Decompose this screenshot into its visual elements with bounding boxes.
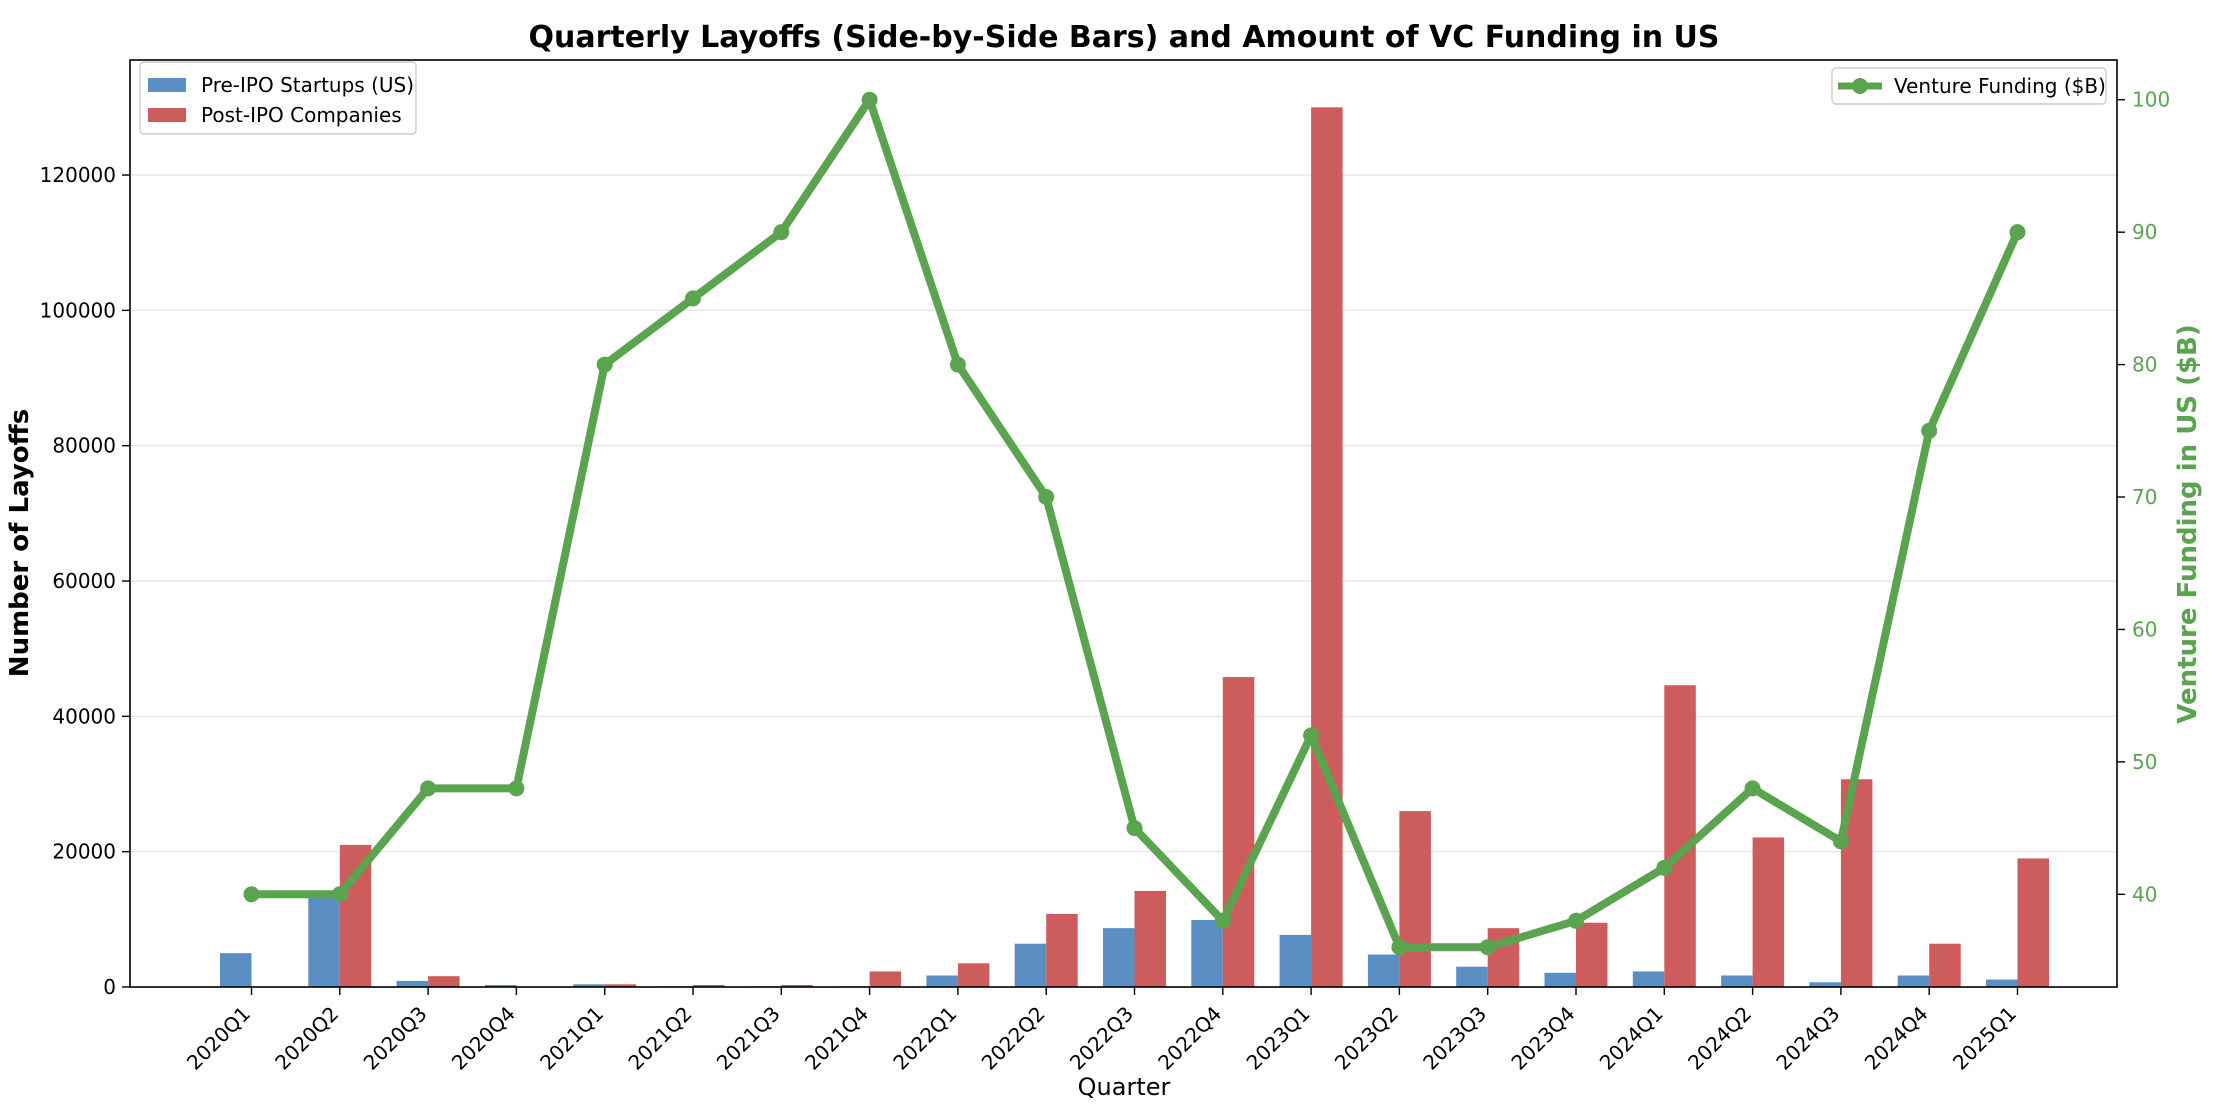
y2-axis-ticks: 40 50 60 70 80 90 100 (2117, 88, 2170, 906)
bar-pre-ipo (1721, 975, 1753, 987)
bar-post-ipo (781, 984, 813, 987)
bar-pre-ipo (1014, 943, 1047, 987)
bar-post-ipo (1046, 913, 1078, 987)
bar-post-ipo (2017, 858, 2049, 987)
bar-pre-ipo (220, 953, 252, 987)
y-tick-label: 40000 (52, 704, 116, 728)
funding-point (331, 886, 348, 903)
bar-pre-ipo (926, 975, 958, 987)
y2-axis-label: Venture Funding in US ($B) (2173, 324, 2203, 724)
x-axis-label: Quarter (1078, 1073, 1171, 1101)
legend-label-post-ipo: Post-IPO Companies (201, 103, 402, 127)
legend-funding: Venture Funding ($B) (1831, 67, 2107, 105)
bar-pre-ipo (484, 984, 517, 987)
y-tick-label: 20000 (52, 840, 116, 864)
legend-funding-box (1831, 67, 2107, 105)
bar-pre-ipo (1544, 972, 1576, 987)
bar-post-ipo (604, 984, 637, 987)
y-tick-label: 0 (103, 975, 116, 999)
legend-label-funding: Venture Funding ($B) (1894, 74, 2106, 98)
funding-point (1479, 939, 1496, 956)
bar-post-ipo (1311, 107, 1343, 987)
bar-pre-ipo (308, 892, 340, 987)
funding-point (949, 356, 966, 373)
funding-point (596, 356, 613, 373)
y-tick-label: 80000 (52, 434, 116, 458)
y-tick-label: 120000 (40, 163, 116, 187)
funding-point (773, 224, 790, 241)
legend-bars-box (139, 61, 417, 135)
funding-point (2009, 224, 2026, 241)
y2-tick-label: 90 (2132, 220, 2157, 244)
y2-tick-label: 60 (2132, 617, 2157, 641)
bar-pre-ipo (1632, 971, 1665, 987)
bar-post-ipo (957, 963, 990, 987)
bar-post-ipo (428, 976, 460, 987)
y-axis-ticks: 0 20000 40000 60000 80000 100000 120000 (40, 163, 130, 999)
funding-point (508, 780, 525, 797)
bar-post-ipo (1399, 811, 1431, 987)
bar-pre-ipo (1809, 982, 1841, 987)
bar-post-ipo (1134, 890, 1166, 987)
bar-pre-ipo (1191, 920, 1223, 987)
y2-tick-label: 40 (2132, 882, 2157, 906)
bar-post-ipo (1664, 685, 1696, 987)
funding-point (1832, 833, 1849, 850)
legend-label-pre-ipo: Pre-IPO Startups (US) (201, 73, 414, 97)
funding-line (243, 91, 2026, 956)
funding-point (861, 91, 878, 108)
y2-tick-label: 70 (2132, 485, 2157, 509)
bar-pre-ipo (1986, 979, 2018, 987)
bar-post-ipo (1576, 922, 1608, 987)
bar-post-ipo (1929, 943, 1961, 987)
y2-tick-label: 100 (2132, 88, 2170, 112)
funding-point (685, 290, 701, 307)
funding-point (1656, 859, 1673, 876)
legend-swatch-post-ipo (148, 108, 186, 122)
funding-point (1303, 727, 1320, 744)
bar-post-ipo (1222, 677, 1255, 987)
funding-point (1038, 489, 1055, 506)
funding-point (1744, 780, 1761, 797)
bar-post-ipo (693, 984, 725, 987)
plot-frame (129, 59, 2118, 988)
funding-point (1568, 912, 1584, 929)
funding-point (1921, 422, 1938, 439)
bar-pre-ipo (1279, 934, 1312, 987)
axes (129, 59, 2118, 988)
bar-pre-ipo (1367, 954, 1400, 987)
funding-point (1391, 939, 1408, 956)
legend-bars: Pre-IPO Startups (US) Post-IPO Companies (139, 61, 417, 135)
chart-title: Quarterly Layoffs (Side-by-Side Bars) an… (529, 20, 1720, 55)
bars (220, 107, 2049, 987)
funding-point (420, 780, 437, 797)
legend-swatch-pre-ipo (148, 78, 186, 92)
y2-tick-label: 50 (2132, 750, 2157, 774)
grid (130, 174, 2117, 853)
bar-pre-ipo (1456, 966, 1488, 987)
y-axis-label: Number of Layoffs (5, 409, 35, 677)
funding-point (1214, 912, 1231, 929)
y-tick-label: 100000 (40, 298, 116, 322)
bar-pre-ipo (1897, 975, 1930, 987)
y-tick-label: 60000 (52, 569, 116, 593)
bar-pre-ipo (396, 980, 429, 987)
y2-tick-label: 80 (2132, 353, 2157, 377)
bar-pre-ipo (1103, 928, 1135, 987)
bar-post-ipo (1752, 837, 1785, 987)
funding-point (243, 886, 260, 903)
legend-marker-funding (1852, 78, 1868, 94)
bar-post-ipo (869, 971, 902, 987)
funding-point (1126, 820, 1143, 837)
bar-pre-ipo (573, 984, 605, 987)
